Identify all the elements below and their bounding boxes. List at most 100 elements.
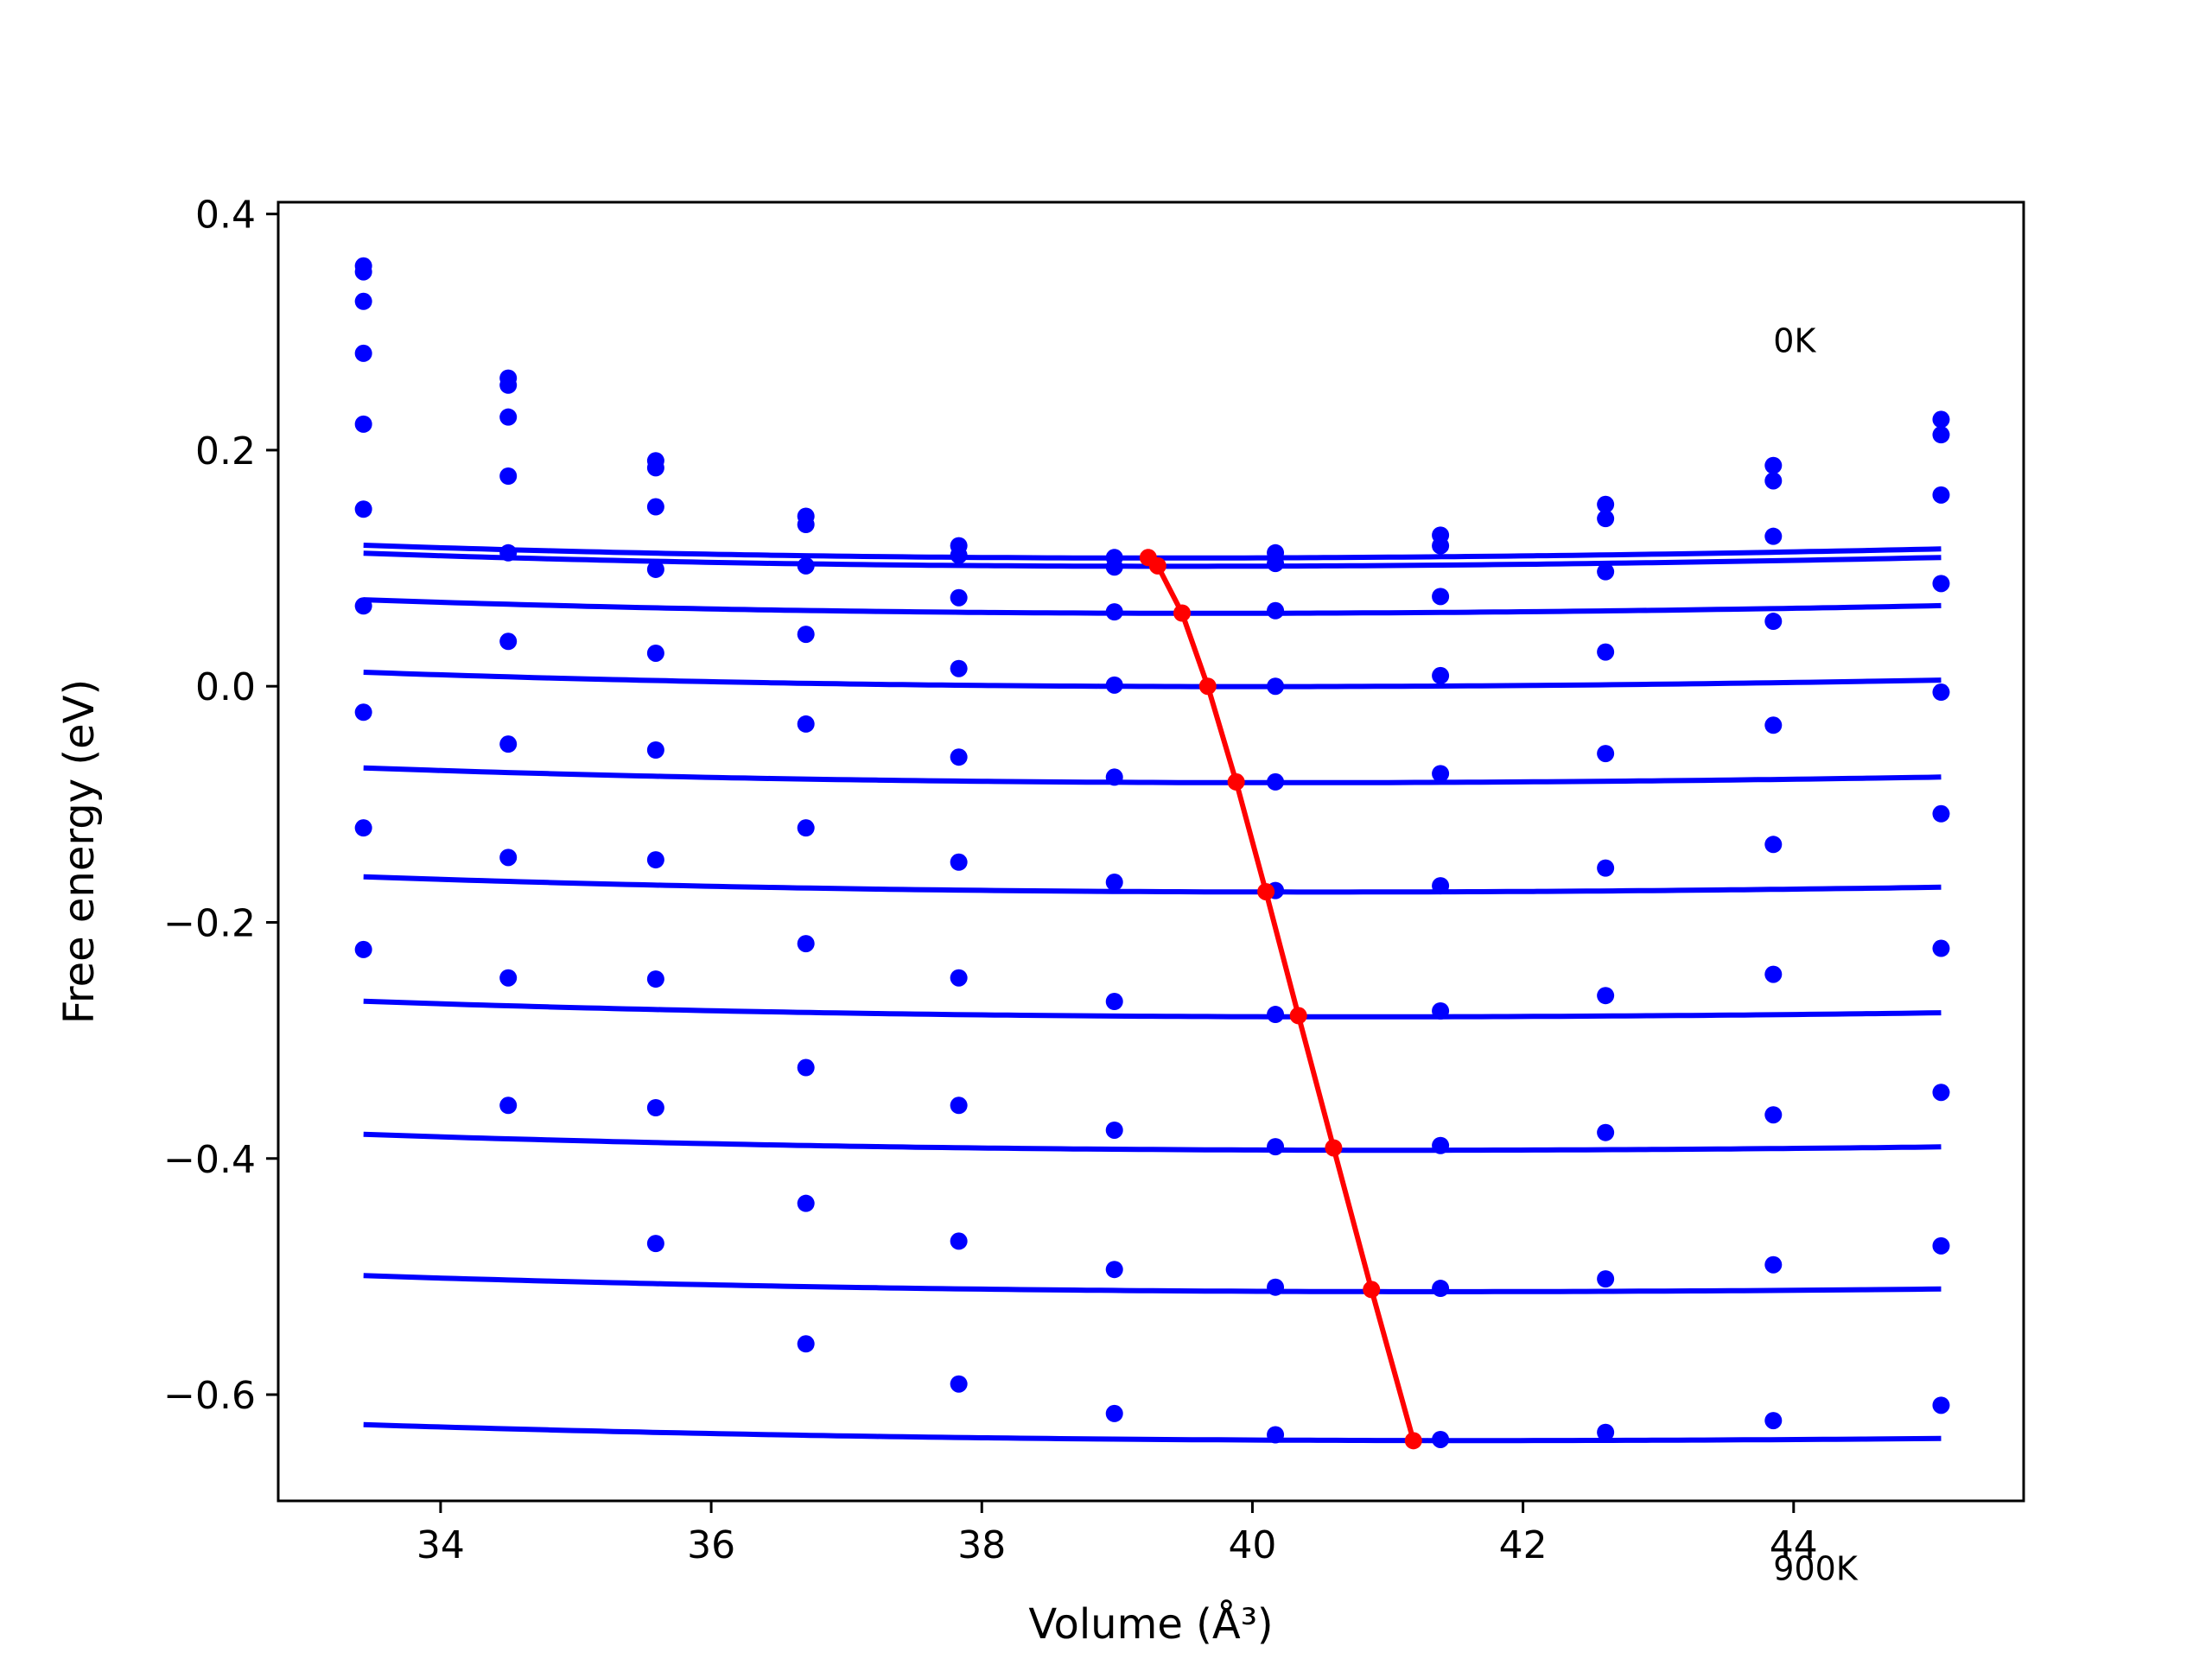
fit-curve-8 bbox=[363, 1273, 1942, 1294]
data-point-3-3 bbox=[797, 626, 815, 644]
data-point-0-8 bbox=[1597, 510, 1615, 528]
y-tick-label-1: −0.4 bbox=[163, 1138, 256, 1182]
data-point-5-0 bbox=[354, 500, 372, 518]
data-point-7-5 bbox=[1105, 1121, 1123, 1139]
data-point-6-1 bbox=[499, 735, 518, 753]
data-point-8-1 bbox=[499, 969, 518, 987]
data-point-7-0 bbox=[354, 703, 372, 721]
data-point-5-5 bbox=[1105, 874, 1123, 892]
data-point-1-8 bbox=[1597, 495, 1615, 513]
data-point-2-8 bbox=[1597, 563, 1615, 581]
data-point-4-4 bbox=[950, 748, 968, 766]
data-point-8-9 bbox=[1764, 1255, 1783, 1274]
data-point-7-7 bbox=[1432, 1136, 1450, 1154]
data-point-3-2 bbox=[646, 560, 664, 578]
data-point-6-5 bbox=[1105, 993, 1123, 1011]
minimum-point-2 bbox=[1173, 604, 1192, 622]
data-point-7-4 bbox=[950, 1096, 968, 1115]
data-point-2-0 bbox=[354, 292, 372, 310]
data-point-9-8 bbox=[1597, 1423, 1615, 1441]
data-point-6-3 bbox=[797, 935, 815, 953]
data-point-2-5 bbox=[1105, 603, 1123, 621]
y-tick-label-3: 0.0 bbox=[195, 665, 256, 709]
data-point-1-2 bbox=[646, 452, 664, 470]
minimum-point-7 bbox=[1325, 1139, 1343, 1157]
data-point-8-4 bbox=[950, 1232, 968, 1250]
data-point-9-0 bbox=[354, 940, 372, 958]
data-point-7-9 bbox=[1764, 1106, 1783, 1124]
data-point-4-9 bbox=[1764, 716, 1783, 734]
data-point-8-3 bbox=[797, 1194, 815, 1212]
data-point-8-8 bbox=[1597, 1270, 1615, 1288]
data-point-3-7 bbox=[1432, 666, 1450, 684]
data-point-4-6 bbox=[1267, 772, 1285, 791]
data-point-6-2 bbox=[646, 851, 664, 869]
data-point-4-0 bbox=[354, 415, 372, 433]
data-point-8-2 bbox=[646, 1099, 664, 1117]
fit-curve-2 bbox=[363, 597, 1942, 616]
data-point-9-4 bbox=[950, 1375, 968, 1393]
data-point-3-1 bbox=[499, 467, 518, 485]
data-point-2-1 bbox=[499, 408, 518, 426]
data-point-6-8 bbox=[1597, 987, 1615, 1005]
minimum-line-group bbox=[1139, 549, 1422, 1450]
data-point-4-8 bbox=[1597, 745, 1615, 763]
data-point-4-1 bbox=[499, 543, 518, 562]
data-point-9-7 bbox=[1432, 1430, 1450, 1448]
data-point-6-4 bbox=[950, 969, 968, 987]
fit-curve-6 bbox=[363, 998, 1942, 1020]
data-point-5-2 bbox=[646, 741, 664, 759]
data-point-7-8 bbox=[1597, 1123, 1615, 1141]
data-point-5-8 bbox=[1597, 859, 1615, 877]
x-tick-label-5: 44 bbox=[1770, 1523, 1818, 1567]
data-point-3-10 bbox=[1932, 575, 1950, 593]
data-point-3-5 bbox=[1105, 676, 1123, 694]
data-point-1-10 bbox=[1932, 410, 1950, 429]
data-point-8-7 bbox=[1432, 1280, 1450, 1298]
plot-frame bbox=[276, 200, 2025, 1503]
data-point-7-1 bbox=[499, 849, 518, 867]
data-point-3-6 bbox=[1267, 677, 1285, 696]
data-point-8-10 bbox=[1932, 1236, 1950, 1255]
data-point-7-3 bbox=[797, 1058, 815, 1077]
fit-curve-9 bbox=[363, 1421, 1942, 1444]
data-point-9-3 bbox=[797, 1335, 815, 1353]
data-point-9-6 bbox=[1267, 1426, 1285, 1444]
data-point-3-4 bbox=[950, 659, 968, 677]
x-tick-label-1: 36 bbox=[687, 1523, 735, 1567]
data-point-5-3 bbox=[797, 819, 815, 837]
minimum-point-4 bbox=[1227, 772, 1245, 791]
data-point-1-9 bbox=[1764, 456, 1783, 474]
data-point-9-10 bbox=[1932, 1396, 1950, 1414]
data-point-4-2 bbox=[646, 644, 664, 662]
data-point-8-6 bbox=[1267, 1278, 1285, 1296]
data-point-5-1 bbox=[499, 632, 518, 651]
data-point-5-10 bbox=[1932, 804, 1950, 823]
minimum-point-9 bbox=[1404, 1432, 1422, 1450]
minimum-point-6 bbox=[1289, 1007, 1307, 1025]
data-point-4-7 bbox=[1432, 765, 1450, 783]
data-point-7-2 bbox=[646, 970, 664, 988]
x-tick-label-0: 34 bbox=[416, 1523, 465, 1567]
data-point-2-3 bbox=[797, 556, 815, 575]
data-point-5-4 bbox=[950, 853, 968, 871]
fit-curve-4 bbox=[363, 765, 1942, 785]
data-point-7-10 bbox=[1932, 1084, 1950, 1102]
y-tick-label-4: 0.2 bbox=[195, 429, 256, 474]
data-point-9-5 bbox=[1105, 1404, 1123, 1422]
data-point-9-9 bbox=[1764, 1412, 1783, 1430]
data-point-5-7 bbox=[1432, 877, 1450, 895]
annotation-1: 900K bbox=[1773, 1550, 1859, 1588]
minimum-point-1 bbox=[1148, 556, 1166, 575]
data-point-1-3 bbox=[797, 507, 815, 525]
data-point-6-10 bbox=[1932, 939, 1950, 957]
data-point-1-1 bbox=[499, 369, 518, 387]
data-point-4-10 bbox=[1932, 683, 1950, 702]
data-point-6-9 bbox=[1764, 965, 1783, 983]
data-point-1-6 bbox=[1267, 543, 1285, 562]
minimum-point-8 bbox=[1363, 1281, 1381, 1299]
x-tick-label-4: 42 bbox=[1499, 1523, 1548, 1567]
data-point-2-6 bbox=[1267, 601, 1285, 620]
data-point-1-4 bbox=[950, 537, 968, 555]
